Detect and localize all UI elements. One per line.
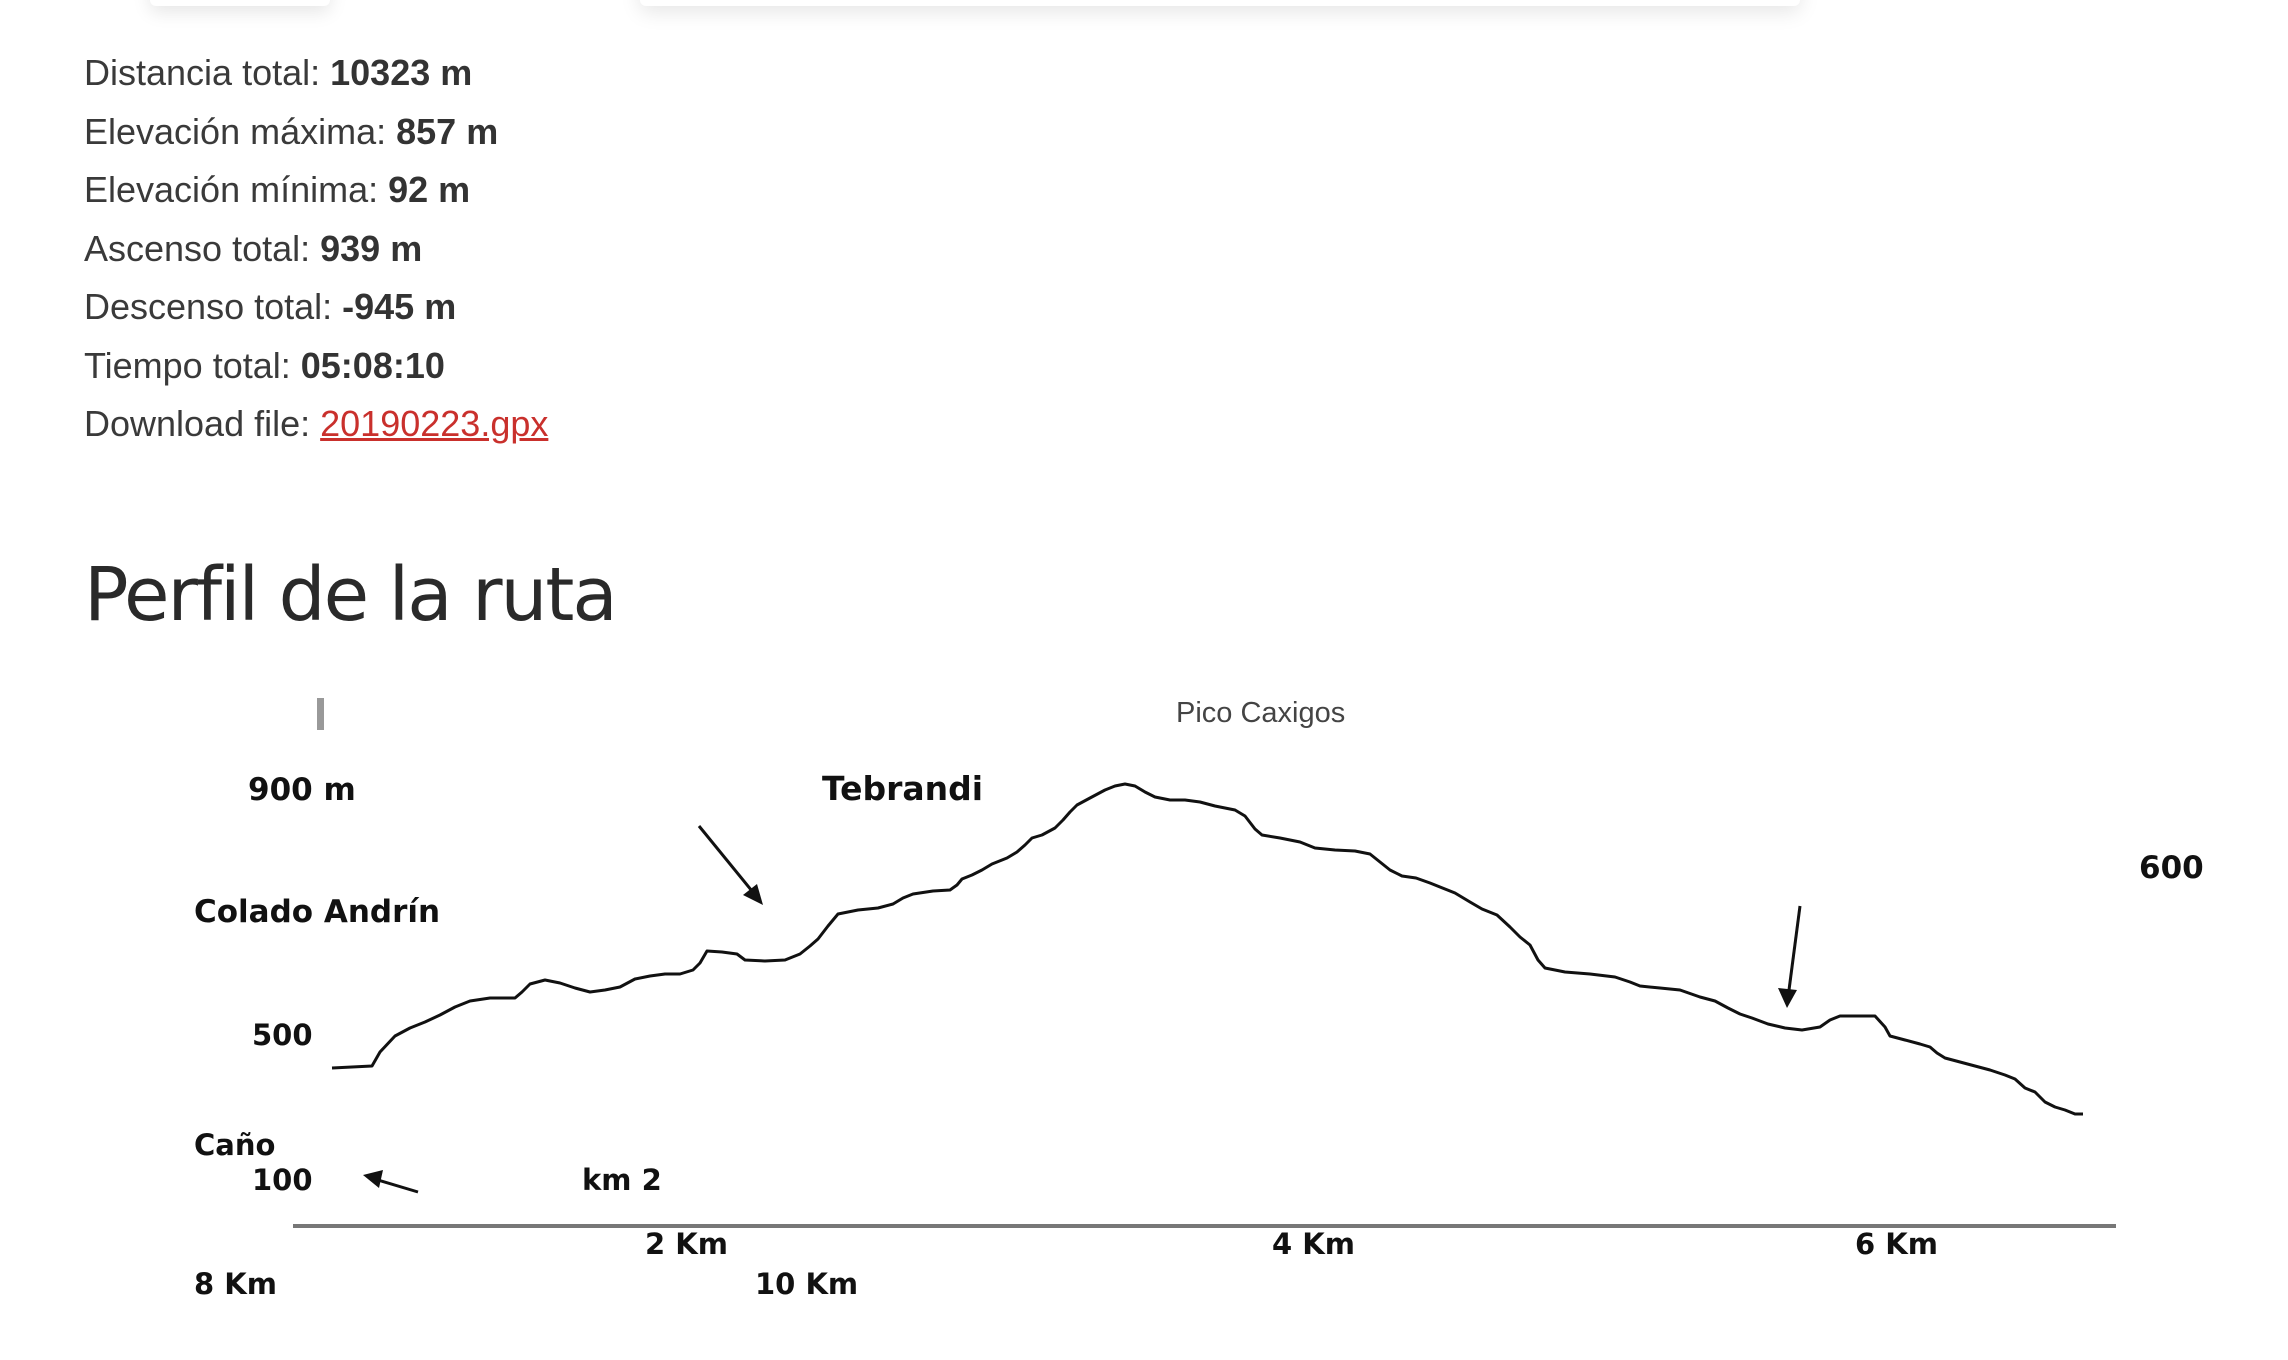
stat-descent-label: Descenso total: [84,286,343,327]
label-600: 600 [2139,850,2204,886]
label-pico-caxigos: Pico Caxigos [1176,697,1345,729]
stat-ascent-label: Ascenso total: [84,227,321,269]
elevation-profile-line [331,782,2083,1116]
arrow-descent-marker [1778,905,1802,1008]
stat-ascent-value: 939 m [320,227,423,269]
label-900m: 900 m [248,772,356,808]
stat-max-elevation: Elevación máxima: 857 m [84,103,548,162]
stat-max-elevation-value: 857 m [396,110,499,152]
stat-download-label: Download file: [84,403,321,444]
arrow-cano [363,1170,419,1194]
x-label-6km: 6 Km [1855,1227,1938,1261]
stat-time-label: Tiempo total: [84,344,301,386]
profile-title: Perfil de la ruta [84,552,618,638]
x-label-4km: 4 Km [1272,1227,1355,1261]
stat-min-elevation-value: 92 m [388,169,471,210]
arrow-tebrandi [697,825,763,905]
stat-distance-value: 10323 m [330,52,473,93]
top-shadow-left [150,0,330,6]
x-label-10km: 10 Km [755,1267,858,1301]
x-label-8km: 8 Km [194,1267,277,1301]
stat-max-elevation-label: Elevación máxima: [84,110,397,152]
stat-ascent: Ascenso total: 939 m [84,220,548,279]
stat-download: Download file: 20190223.gpx [84,395,548,454]
stat-distance: Distancia total: 10323 m [84,44,548,103]
label-km-2: km 2 [582,1163,662,1197]
download-gpx-link[interactable]: 20190223.gpx [320,403,549,444]
stat-descent: Descenso total: -945 m [84,278,548,337]
stat-min-elevation-label: Elevación mínima: [84,169,389,210]
label-cano: Caño [194,1128,275,1162]
route-stats: Distancia total: 10323 m Elevación máxim… [84,44,548,454]
stat-descent-value: -945 m [342,286,457,327]
stat-time: Tiempo total: 05:08:10 [84,337,548,396]
scale-tick-mark [317,698,324,730]
stat-distance-label: Distancia total: [84,52,331,93]
label-tebrandi: Tebrandi [822,769,983,808]
stat-time-value: 05:08:10 [300,344,445,386]
top-shadow-right [640,0,1800,6]
stat-min-elevation: Elevación mínima: 92 m [84,161,548,220]
label-100: 100 [252,1163,313,1197]
label-colado-andrin: Colado Andrín [194,894,440,930]
x-label-2km: 2 Km [645,1227,728,1261]
label-500: 500 [252,1018,313,1052]
